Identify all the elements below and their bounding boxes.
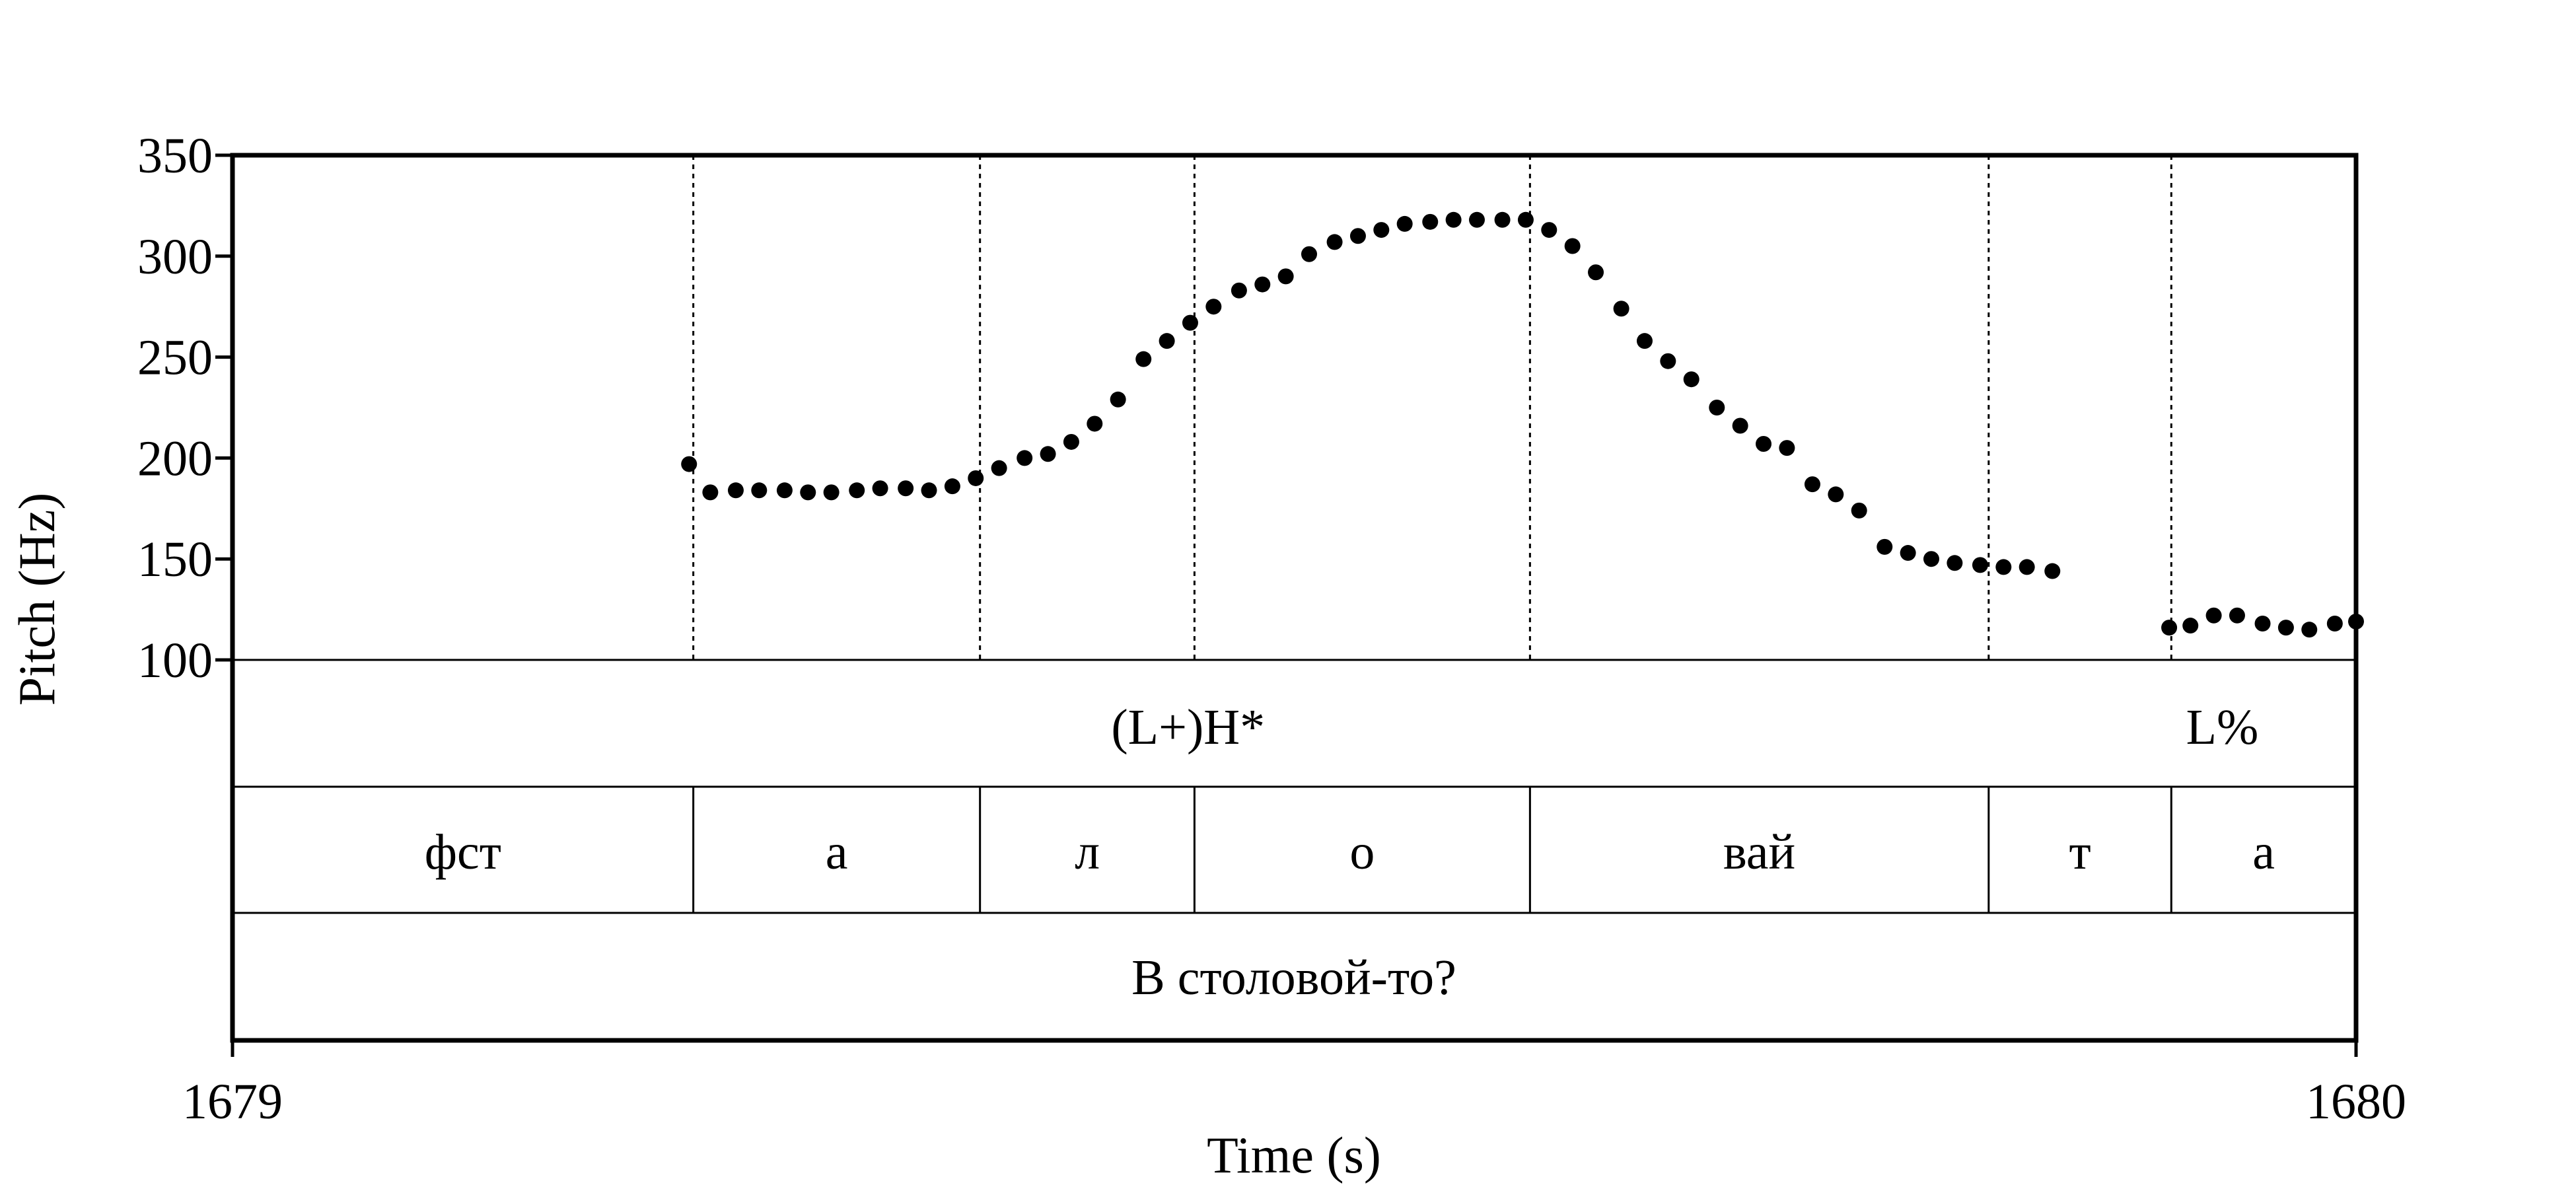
pitch-point <box>1683 371 1699 388</box>
pitch-point <box>1709 400 1725 415</box>
y-axis-title: Pitch (Hz) <box>8 493 65 706</box>
tone-label: (L+)H* <box>1111 700 1265 755</box>
pitch-point <box>1017 450 1033 466</box>
pitch-point <box>727 482 744 499</box>
pitch-point <box>2182 618 2199 634</box>
y-tick-label: 100 <box>137 633 213 688</box>
pitch-point <box>1732 417 1748 434</box>
pitch-point <box>1877 538 1893 555</box>
x-tick-label: 1680 <box>2306 1074 2406 1130</box>
pitch-point <box>1636 333 1653 349</box>
segment-label: о <box>1349 824 1375 880</box>
pitch-point <box>1541 222 1557 238</box>
pitch-point <box>1205 299 1222 315</box>
pitch-point <box>2044 563 2061 579</box>
pitch-point <box>1301 246 1318 262</box>
pitch-point <box>1087 415 1103 432</box>
tone-label: L% <box>2186 700 2259 755</box>
pitch-point <box>2254 615 2271 631</box>
pitch-point <box>1660 353 1676 369</box>
pitch-point <box>1396 215 1413 232</box>
pitch-point <box>1947 555 1963 571</box>
pitch-point <box>1588 264 1604 281</box>
pitch-point <box>1159 333 1175 349</box>
x-axis-title: Time (s) <box>1207 1126 1381 1184</box>
pitch-point <box>921 482 937 499</box>
pitch-point <box>702 484 719 501</box>
pitch-point <box>1972 557 1988 573</box>
pitch-point <box>1231 282 1247 299</box>
pitch-point <box>1613 301 1629 317</box>
sentence-tier: В столовой-то? <box>1131 950 1456 1005</box>
pitch-point <box>872 480 888 497</box>
pitch-point <box>2019 559 2035 575</box>
figure-frame <box>230 153 2359 1043</box>
pitch-point <box>1063 433 1079 450</box>
pitch-point <box>1995 559 2012 575</box>
sentence-label: В столовой-то? <box>1131 950 1456 1005</box>
tone-tier: (L+)H* L% <box>1111 700 2258 755</box>
segment-label: фст <box>425 824 501 880</box>
pitch-point <box>1277 268 1294 285</box>
pitch-point <box>1851 502 1867 519</box>
y-tick-label: 350 <box>137 128 213 184</box>
pitch-point <box>1110 391 1126 408</box>
pitch-point <box>944 478 960 495</box>
y-tick-label: 200 <box>137 431 213 486</box>
segment-tier: фст а л о вай т а <box>425 824 2275 880</box>
pitch-point <box>1828 486 1844 503</box>
pitch-point <box>1517 211 1534 228</box>
pitch-point <box>1468 211 1485 228</box>
segment-label: т <box>2069 824 2091 880</box>
pitch-point <box>1254 276 1271 293</box>
pitch-point <box>1900 545 1916 561</box>
pitch-point <box>1040 446 1056 462</box>
pitch-point <box>2205 607 2222 624</box>
pitch-point <box>681 456 698 472</box>
pitch-point <box>849 482 865 499</box>
pitch-point <box>800 484 816 501</box>
pitch-point <box>1804 476 1820 493</box>
pitch-point <box>1756 436 1772 452</box>
pitch-point <box>2348 613 2364 630</box>
y-tick-label: 300 <box>137 229 213 285</box>
pitch-point <box>2277 620 2294 636</box>
pitch-point <box>1135 351 1152 367</box>
segment-label: а <box>2252 824 2275 880</box>
pitch-point <box>2326 615 2343 631</box>
pitch-point <box>1445 211 1462 228</box>
pitch-point <box>2301 622 2318 638</box>
pitch-point <box>1779 440 1795 456</box>
pitch-point <box>1326 234 1343 250</box>
pitch-point <box>991 460 1007 476</box>
boundary-lines <box>692 155 2172 913</box>
x-tick-label: 1679 <box>182 1074 283 1130</box>
pitch-point <box>1373 222 1390 238</box>
pitch-point <box>823 484 840 501</box>
pitch-point <box>968 470 984 486</box>
pitch-points <box>681 211 2364 638</box>
pitch-point <box>1349 228 1366 244</box>
segment-label: л <box>1075 824 1100 880</box>
pitch-point <box>1494 211 1511 228</box>
pitch-point <box>2161 620 2178 636</box>
pitch-point <box>1422 213 1439 230</box>
pitch-point <box>1564 238 1581 254</box>
pitch-point <box>1182 314 1198 331</box>
y-tick-label: 150 <box>137 532 213 587</box>
y-tick-label: 250 <box>137 330 213 386</box>
pitch-point <box>898 480 914 497</box>
pitch-point <box>776 482 793 499</box>
y-axis-ticks: 100 150 200 250 300 350 <box>137 128 233 688</box>
segment-label: а <box>826 824 848 880</box>
pitch-point <box>751 482 768 499</box>
pitch-point <box>2229 607 2245 624</box>
segment-label: вай <box>1723 824 1795 880</box>
pitch-point <box>1923 551 1939 567</box>
x-axis-ticks: 1679 1680 <box>182 1040 2406 1130</box>
